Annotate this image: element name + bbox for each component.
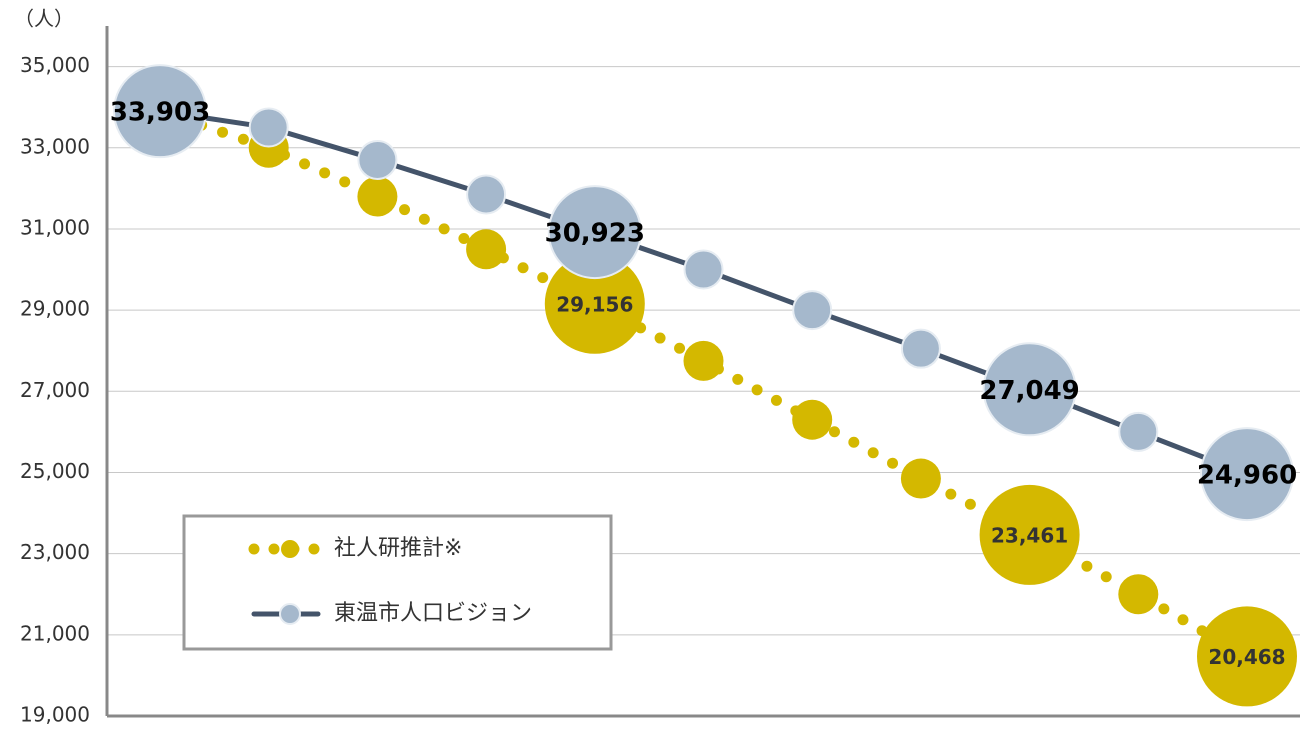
bubble-marker xyxy=(1118,574,1159,615)
y-tick-label: 35,000 xyxy=(20,53,90,77)
bubble-marker xyxy=(113,64,207,159)
bubble-marker xyxy=(544,253,645,354)
bubble-marker xyxy=(1200,427,1294,522)
bubble-marker xyxy=(792,290,833,331)
y-tick-label: 29,000 xyxy=(20,297,90,321)
data-label: 30,923 xyxy=(545,219,645,249)
bubble-marker xyxy=(683,249,724,290)
y-tick-label: 19,000 xyxy=(20,703,90,727)
bubble-marker xyxy=(357,139,398,180)
y-tick-label: 25,000 xyxy=(20,459,90,483)
legend-box xyxy=(182,514,613,651)
y-tick-label: 23,000 xyxy=(20,540,90,564)
y-tick-label: 21,000 xyxy=(20,621,90,645)
data-label: 20,468 xyxy=(1208,645,1285,669)
legend-label: 東温市人口ビジョン xyxy=(334,601,532,626)
bubble-marker xyxy=(900,328,941,369)
bubble-marker xyxy=(547,185,642,280)
legend-marker xyxy=(279,603,301,625)
bubble-marker xyxy=(1118,411,1159,452)
legend-marker xyxy=(281,540,299,558)
y-tick-label: 33,000 xyxy=(20,134,90,158)
bubble-marker xyxy=(900,458,941,499)
legend-label: 社人研推計※ xyxy=(334,536,462,561)
bubble-marker xyxy=(979,484,1080,585)
bubble-marker xyxy=(982,342,1077,437)
bubble-marker xyxy=(1197,606,1297,707)
series-line xyxy=(157,108,1250,477)
data-label: 33,903 xyxy=(110,98,210,128)
bubble-marker xyxy=(683,340,724,381)
bubble-marker xyxy=(357,176,398,217)
y-tick-label: 31,000 xyxy=(20,215,90,239)
data-label: 29,156 xyxy=(556,292,633,316)
bubble-marker xyxy=(466,174,507,215)
y-tick-label: 27,000 xyxy=(20,378,90,402)
bubble-marker xyxy=(466,229,507,270)
bubble-marker xyxy=(792,399,833,440)
data-label: 24,960 xyxy=(1197,461,1297,491)
data-label: 23,461 xyxy=(991,523,1068,547)
data-label: 27,049 xyxy=(979,376,1079,406)
y-axis-label: （人） xyxy=(14,7,74,31)
bubble-marker xyxy=(248,107,289,148)
